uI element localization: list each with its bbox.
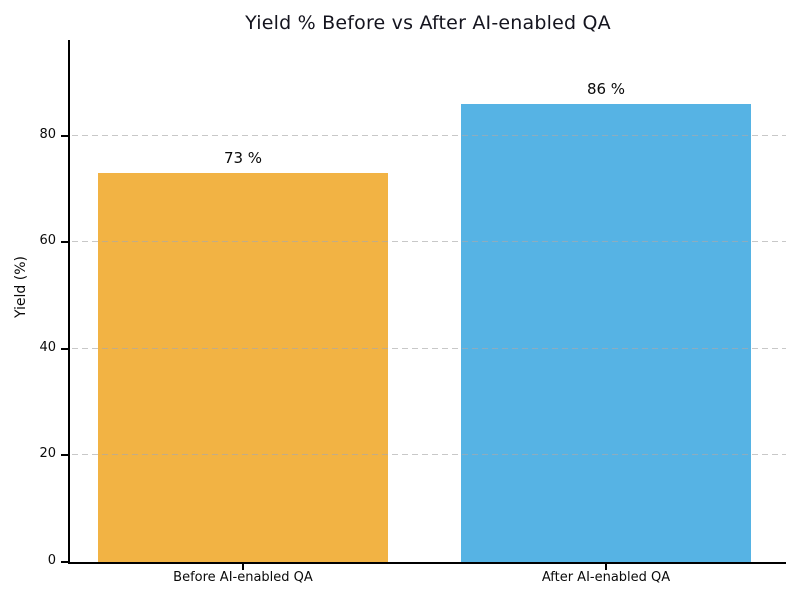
y-tick-mark-40 — [61, 347, 68, 350]
x-tick-mark-before-ai-enabled-qa — [242, 564, 244, 570]
chart-title: Yield % Before vs After AI-enabled QA — [245, 12, 611, 34]
gridline-y-80 — [72, 134, 786, 137]
bar-value-label-before-ai-enabled-qa: 73 % — [223, 149, 263, 168]
y-tick-label-40: 40 — [39, 339, 56, 355]
y-tick-label-60: 60 — [39, 233, 56, 249]
x-tick-label-after-ai-enabled-qa: After AI-enabled QA — [541, 570, 671, 585]
bar-value-label-after-ai-enabled-qa: 86 % — [586, 79, 626, 98]
y-tick-label-20: 20 — [39, 446, 56, 462]
y-tick-mark-20 — [61, 454, 68, 457]
x-tick-label-before-ai-enabled-qa: Before AI-enabled QA — [173, 570, 313, 585]
y-tick-mark-80 — [61, 134, 68, 137]
y-tick-mark-60 — [61, 241, 68, 244]
plot-area: 73 % 86 % — [70, 40, 786, 562]
x-axis-spine — [68, 562, 786, 564]
x-tick-mark-after-ai-enabled-qa — [605, 564, 607, 570]
gridline-y-20 — [72, 454, 786, 457]
y-tick-label-0: 0 — [47, 553, 56, 568]
y-axis-spine — [68, 40, 70, 564]
gridline-y-60 — [72, 241, 786, 244]
y-tick-label-80: 80 — [39, 126, 56, 142]
gridline-y-40 — [72, 347, 786, 350]
bar-before-ai-enabled-qa — [98, 173, 388, 562]
bar-after-ai-enabled-qa — [461, 103, 751, 562]
y-axis-label: Yield (%) — [13, 255, 29, 319]
y-tick-mark-0 — [61, 561, 68, 563]
